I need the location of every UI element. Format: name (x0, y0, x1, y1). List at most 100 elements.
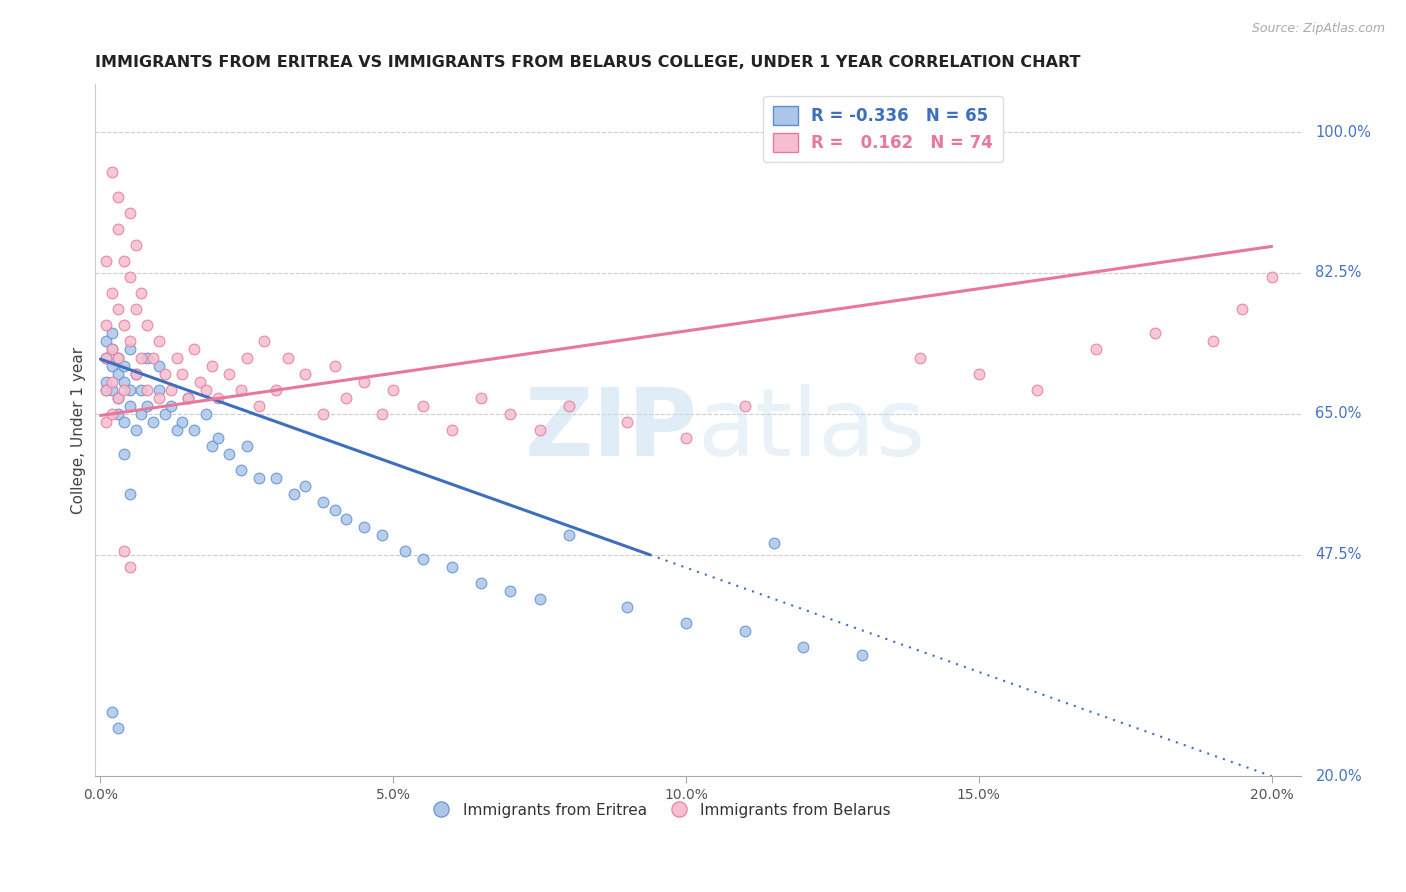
Point (194, 407, 217, 421)
Point (118, 205, 141, 219)
Point (136, 383, 159, 397)
Point (107, 721, 129, 735)
Point (1085, 343, 1108, 357)
Point (107, 221, 129, 235)
Point (101, 359, 124, 373)
Point (107, 391, 129, 405)
Point (166, 423, 188, 437)
Point (101, 375, 124, 389)
Legend: Immigrants from Eritrea, Immigrants from Belarus: Immigrants from Eritrea, Immigrants from… (426, 797, 897, 824)
Point (253, 334, 276, 349)
Point (312, 407, 335, 421)
Point (136, 318, 159, 333)
Point (353, 375, 375, 389)
Point (1143, 326, 1166, 341)
Text: 82.5%: 82.5% (1316, 266, 1362, 280)
Point (148, 334, 170, 349)
Point (412, 551, 434, 566)
Point (177, 391, 200, 405)
Point (412, 399, 434, 413)
Point (353, 519, 375, 533)
Point (529, 592, 551, 607)
Point (264, 471, 287, 485)
Point (558, 399, 581, 413)
Point (247, 471, 270, 485)
Point (440, 423, 463, 437)
Point (124, 423, 146, 437)
Point (118, 559, 141, 574)
Point (112, 415, 135, 429)
Point (440, 559, 463, 574)
Point (96, 383, 118, 397)
Point (112, 447, 135, 461)
Point (112, 254, 135, 268)
Point (734, 624, 756, 639)
Point (118, 334, 141, 349)
Point (312, 495, 335, 509)
Point (96, 351, 118, 365)
Point (131, 407, 153, 421)
Point (762, 535, 785, 549)
Point (96, 383, 118, 397)
Point (229, 463, 252, 477)
Point (112, 318, 135, 333)
Point (131, 286, 153, 301)
Point (118, 343, 141, 357)
Point (142, 415, 165, 429)
Point (283, 487, 305, 501)
Point (101, 407, 124, 421)
Point (107, 367, 129, 381)
Point (124, 367, 146, 381)
Point (207, 391, 229, 405)
Point (382, 383, 405, 397)
Point (107, 351, 129, 365)
Text: 47.5%: 47.5% (1316, 548, 1362, 562)
Point (370, 527, 392, 541)
Point (153, 407, 176, 421)
Point (1026, 383, 1049, 397)
Text: 20.0%: 20.0% (1316, 769, 1362, 784)
Point (967, 367, 990, 381)
Point (107, 391, 129, 405)
Text: 100.0%: 100.0% (1316, 125, 1371, 140)
Y-axis label: College, Under 1 year: College, Under 1 year (72, 346, 86, 514)
Point (131, 351, 153, 365)
Point (323, 359, 346, 373)
Point (124, 237, 146, 252)
Point (107, 189, 129, 203)
Point (1232, 302, 1254, 317)
Point (166, 351, 188, 365)
Point (183, 423, 205, 437)
Point (470, 391, 492, 405)
Point (201, 439, 224, 453)
Text: 65.0%: 65.0% (1316, 407, 1362, 421)
Point (236, 351, 259, 365)
Point (118, 487, 141, 501)
Point (558, 527, 581, 541)
Point (96, 351, 118, 365)
Point (131, 383, 153, 397)
Point (118, 383, 141, 397)
Point (112, 359, 135, 373)
Point (101, 165, 124, 179)
Point (499, 407, 522, 421)
Point (236, 439, 259, 453)
Point (101, 343, 124, 357)
Point (207, 431, 229, 445)
Point (159, 383, 181, 397)
Point (470, 576, 492, 591)
Text: atlas: atlas (697, 384, 927, 476)
Point (734, 399, 756, 413)
Point (229, 383, 252, 397)
Point (148, 391, 170, 405)
Point (370, 407, 392, 421)
Point (194, 383, 217, 397)
Point (323, 503, 346, 517)
Point (675, 616, 697, 631)
Point (142, 351, 165, 365)
Point (96, 375, 118, 389)
Point (188, 375, 211, 389)
Point (107, 407, 129, 421)
Point (394, 543, 416, 558)
Point (124, 302, 146, 317)
